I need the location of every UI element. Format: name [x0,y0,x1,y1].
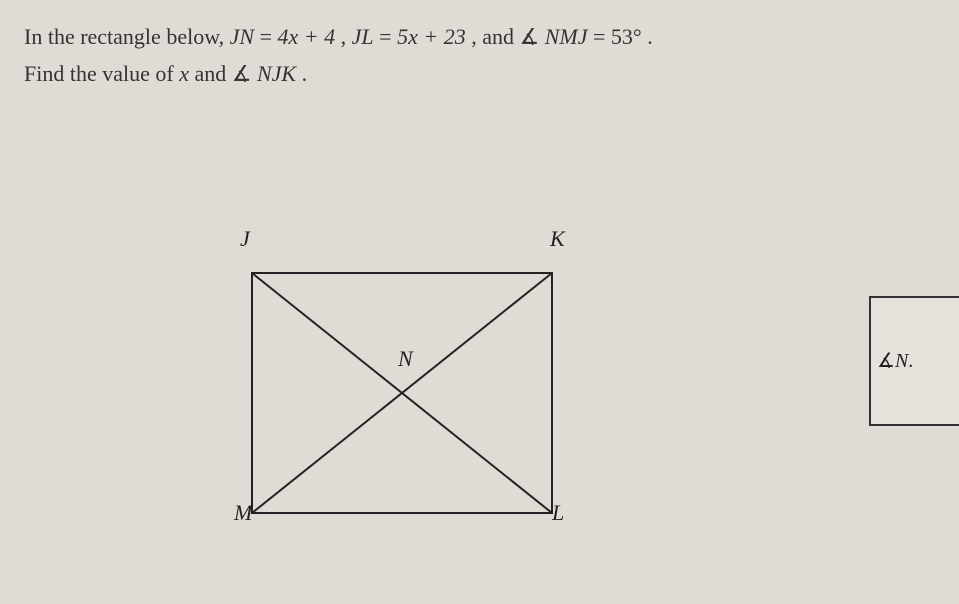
angle-val: 53° [611,24,642,49]
sep-2: , and [471,24,519,49]
vertex-label-j: J [240,226,250,252]
text-prefix: In the rectangle below, [24,24,230,49]
eq2-rhs: 5x + 23 [397,24,466,49]
eq1-rhs: 4x + 4 [278,24,336,49]
line2-prefix: Find the value of [24,61,179,86]
rectangle-diagram: J K M L N [232,228,572,558]
problem-line-1: In the rectangle below, JN = 4x + 4 , JL… [24,18,935,55]
answer-angle-text: N [895,350,908,372]
vertex-label-k: K [550,226,565,252]
vertex-label-m: M [234,500,252,526]
suffix-2: . [302,61,308,86]
eq1-lhs: JN [230,24,254,49]
equals-1: = [260,24,278,49]
sep-1: , [341,24,352,49]
suffix-1: . [647,24,653,49]
answer-cutoff: . [908,350,913,372]
var-x: x [179,61,189,86]
vertex-label-l: L [552,500,564,526]
center-label-n: N [398,346,413,372]
angle-symbol-2: ∡ [232,61,252,86]
angle-name-2: NJK [257,61,296,86]
problem-line-2: Find the value of x and ∡ NJK . [24,55,935,92]
eq2-lhs: JL [352,24,374,49]
answer-angle-symbol: ∡ [877,350,895,372]
problem-statement: In the rectangle below, JN = 4x + 4 , JL… [24,18,935,93]
page: In the rectangle below, JN = 4x + 4 , JL… [0,0,959,604]
equals-2: = [379,24,397,49]
answer-box: ∡N. [869,296,959,426]
line2-mid: and [194,61,231,86]
diagram-svg [232,228,572,558]
angle-symbol-1: ∡ [519,24,539,49]
equals-3: = [593,24,611,49]
angle-name-1: NMJ [545,24,588,49]
